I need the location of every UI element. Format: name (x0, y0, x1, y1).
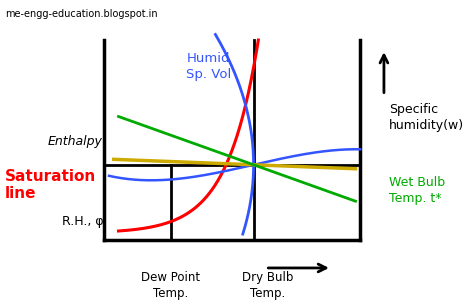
Text: Dew Point
Temp.: Dew Point Temp. (141, 271, 200, 300)
Text: Saturation
line: Saturation line (5, 168, 96, 201)
Text: Humid
Sp. Vol: Humid Sp. Vol (186, 52, 231, 81)
Text: me-engg-education.blogspot.in: me-engg-education.blogspot.in (5, 9, 157, 19)
Text: Specific
humidity(w): Specific humidity(w) (389, 103, 464, 132)
Text: Dry Bulb
Temp.: Dry Bulb Temp. (242, 271, 293, 300)
Text: Enthalpy: Enthalpy (47, 135, 102, 148)
Text: Wet Bulb
Temp. t*: Wet Bulb Temp. t* (389, 176, 445, 205)
Text: R.H., φ: R.H., φ (62, 215, 103, 228)
